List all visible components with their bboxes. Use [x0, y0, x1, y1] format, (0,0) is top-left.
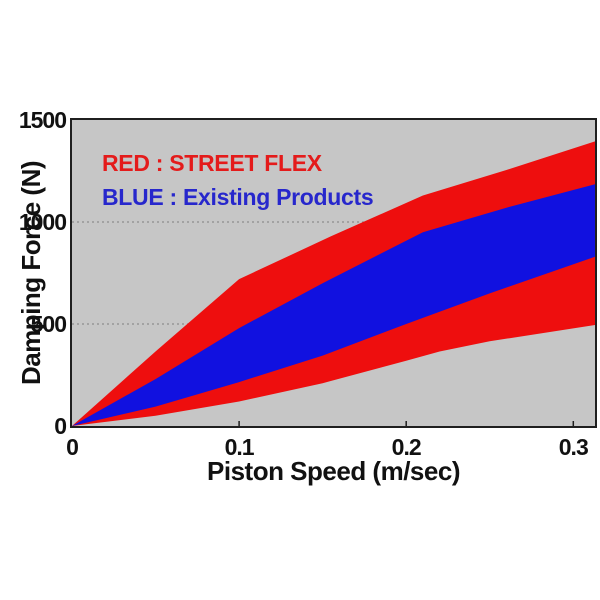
- y-axis-title: Damping Force (N): [16, 160, 46, 386]
- y-tick-label-500: 500: [30, 311, 67, 337]
- x-tick-label-0: 0: [66, 434, 79, 460]
- y-tick-label-0: 0: [54, 413, 67, 439]
- x-tick-label-0.3: 0.3: [558, 434, 589, 460]
- legend-existing-products: BLUE : Existing Products: [102, 184, 374, 210]
- x-tick-label-0.2: 0.2: [391, 434, 422, 460]
- legend-street-flex: RED : STREET FLEX: [102, 150, 322, 176]
- plot-area: RED : STREET FLEX BLUE : Existing Produc…: [70, 118, 597, 428]
- y-tick-label-1500: 1500: [18, 107, 67, 133]
- x-axis-title: Piston Speed (m/sec): [207, 456, 460, 486]
- existing-products-band: [72, 184, 595, 426]
- legend: RED : STREET FLEX BLUE : Existing Produc…: [102, 146, 374, 214]
- x-tick-label-0.1: 0.1: [224, 434, 255, 460]
- plot-svg: [72, 141, 595, 426]
- y-tick-label-1000: 1000: [18, 209, 67, 235]
